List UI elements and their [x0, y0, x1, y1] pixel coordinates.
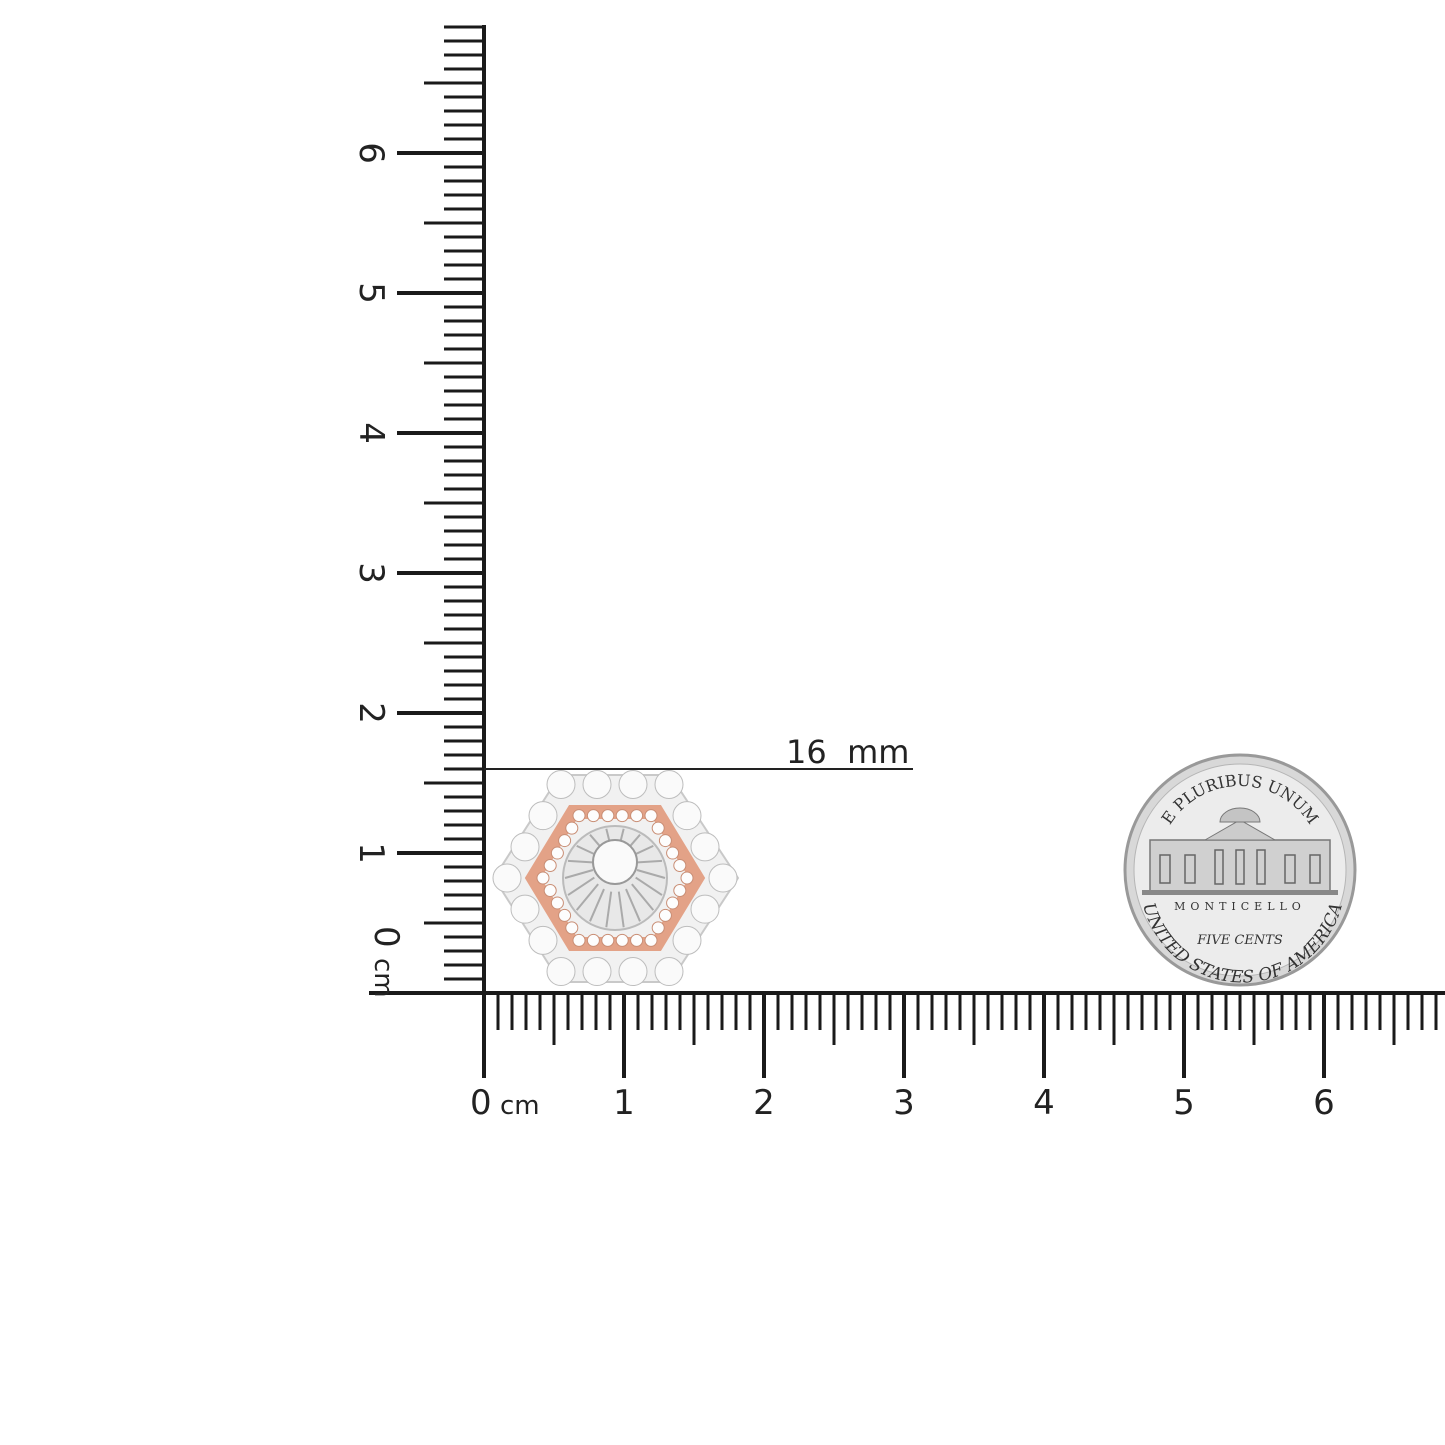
x-zero-label: 0	[470, 1083, 492, 1123]
y-tick-label: 4	[351, 422, 391, 444]
x-tick-label: 4	[1033, 1083, 1055, 1123]
nickel-coin: E PLURIBUS UNUM MONTICELLO FIVE CENTS UN…	[1123, 753, 1357, 988]
coin-center-text: MONTICELLO	[1174, 900, 1306, 913]
x-tick-label: 5	[1173, 1083, 1195, 1123]
x-tick-label: 2	[753, 1083, 775, 1123]
y-tick-label: 5	[351, 282, 391, 304]
x-tick-label: 6	[1313, 1083, 1335, 1123]
y-tick-label: 3	[351, 562, 391, 584]
y-tick-label: 1	[351, 842, 391, 864]
coin-value-text: FIVE CENTS	[1196, 933, 1283, 948]
x-unit-label: cm	[500, 1091, 540, 1121]
x-tick-label: 3	[893, 1083, 915, 1123]
y-tick-label: 6	[351, 142, 391, 164]
measurement-label: 16 mm	[786, 733, 909, 771]
y-zero-label: 0	[366, 926, 406, 948]
earring-image	[492, 769, 740, 987]
y-unit-label: cm	[368, 958, 398, 998]
ruler-ticks	[369, 25, 1438, 1078]
x-tick-label: 1	[613, 1083, 635, 1123]
y-tick-label: 2	[351, 702, 391, 724]
